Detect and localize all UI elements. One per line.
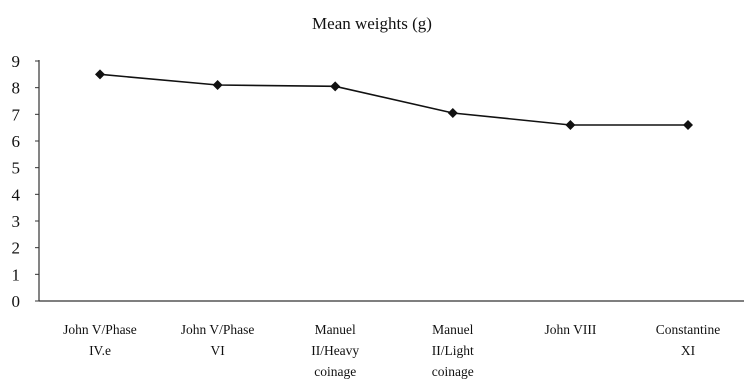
x-category-label: Constantine XI — [656, 322, 721, 358]
x-category-label-line: Constantine — [656, 322, 721, 337]
data-series — [95, 69, 693, 130]
x-category-label-line: coinage — [314, 364, 356, 379]
chart-axes — [38, 60, 744, 302]
x-category-label-line: VI — [210, 343, 225, 358]
x-axis-labels: John V/Phase IV.e John V/Phase VI Manuel II/H… — [63, 322, 720, 379]
series-line — [99, 73, 688, 126]
y-tick-label: 6 — [12, 132, 21, 151]
y-tick-label: 9 — [12, 52, 21, 71]
y-axis-ticks: 0 1 2 3 4 5 6 7 8 9 — [12, 52, 39, 311]
y-tick-label: 2 — [12, 239, 21, 258]
y-tick-label: 1 — [12, 265, 21, 284]
data-point-marker — [212, 80, 223, 90]
x-category-label-line: John V/Phase — [63, 322, 137, 337]
data-point-marker — [447, 108, 458, 118]
y-tick-label: 3 — [12, 212, 21, 231]
x-category-label-line: coinage — [432, 364, 474, 379]
data-point-marker — [95, 69, 105, 80]
x-category-label: John VIII — [544, 322, 596, 337]
x-category-label-line: Manuel — [432, 322, 473, 337]
y-tick-label: 8 — [12, 79, 21, 98]
x-category-label: Manuel II/Heavy coinage — [311, 322, 359, 379]
x-category-label: Manuel II/Light coinage — [432, 322, 474, 379]
data-point-marker — [565, 120, 576, 130]
x-category-label-line: XI — [681, 343, 696, 358]
data-point-marker — [683, 120, 693, 130]
y-tick-label: 0 — [12, 292, 21, 311]
chart-title: Mean weights (g) — [312, 14, 432, 33]
x-category-label: John V/Phase VI — [181, 322, 255, 358]
x-category-label-line: John V/Phase — [181, 322, 255, 337]
x-category-label-line: II/Light — [432, 343, 474, 358]
y-tick-label: 7 — [12, 105, 21, 124]
x-category-label-line: Manuel — [315, 322, 356, 337]
y-tick-label: 4 — [12, 185, 21, 204]
x-category-label-line: John VIII — [544, 322, 596, 337]
data-point-marker — [330, 81, 341, 92]
x-category-label-line: II/Heavy — [311, 343, 359, 358]
x-category-label-line: IV.e — [89, 343, 111, 358]
x-category-label: John V/Phase IV.e — [63, 322, 137, 358]
y-tick-label: 5 — [12, 159, 21, 178]
